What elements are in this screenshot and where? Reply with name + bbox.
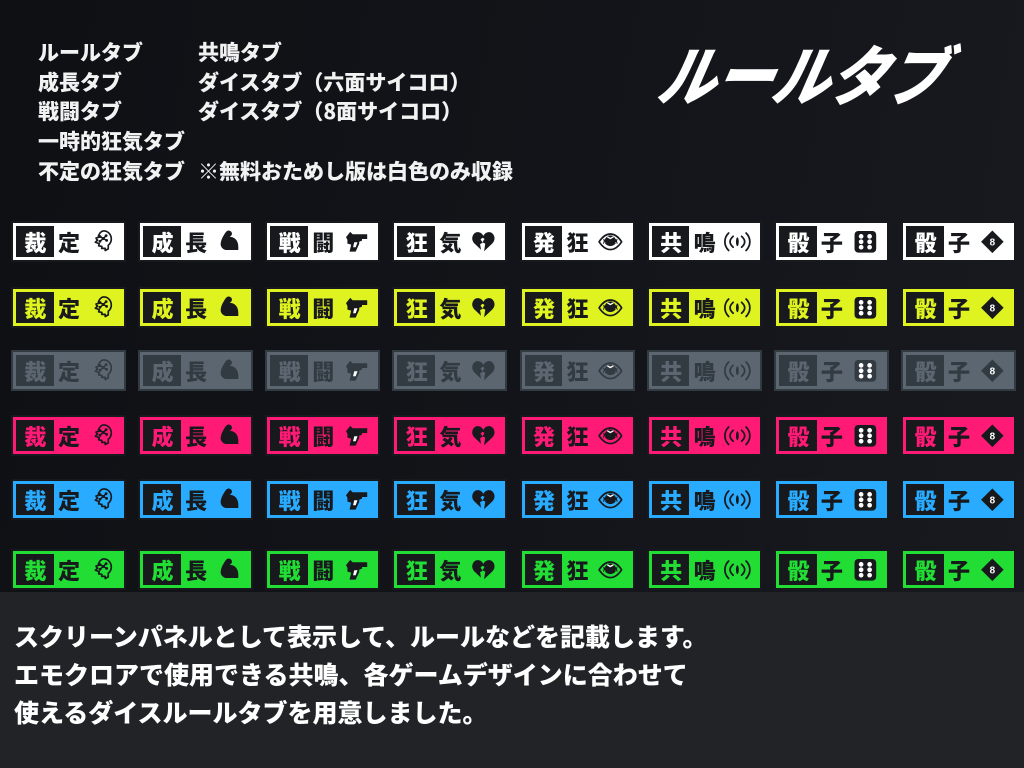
svg-text:8: 8 xyxy=(989,495,995,506)
svg-text:8: 8 xyxy=(989,431,995,442)
svg-text:8: 8 xyxy=(989,303,995,314)
svg-text:8: 8 xyxy=(989,237,995,248)
svg-text:8: 8 xyxy=(989,565,995,576)
svg-text:8: 8 xyxy=(989,366,995,377)
